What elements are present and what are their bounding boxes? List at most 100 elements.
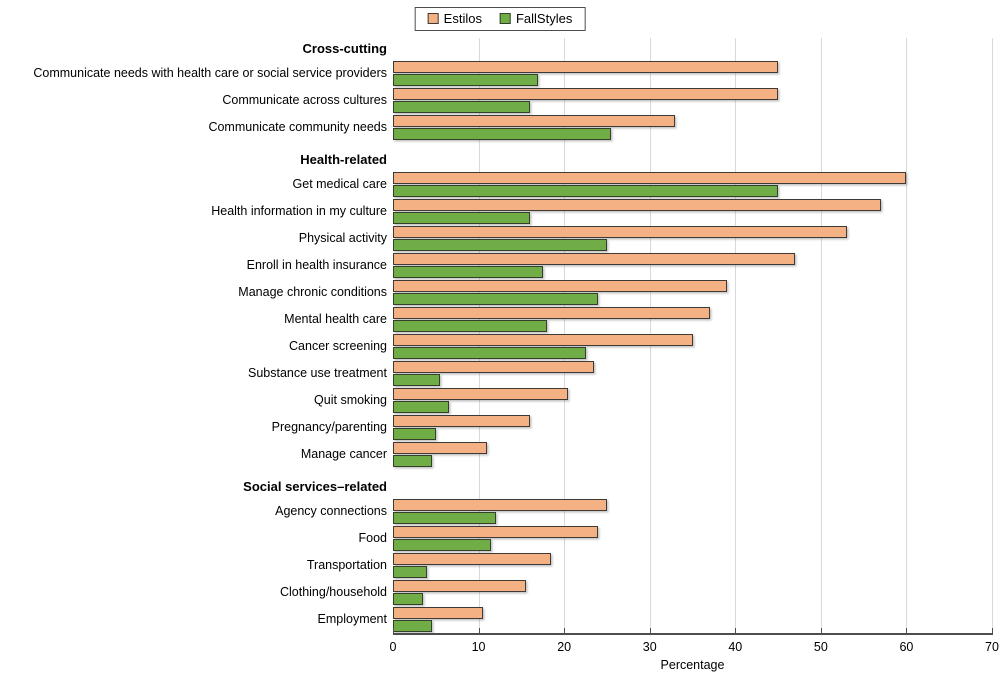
axis-tick bbox=[478, 628, 480, 635]
axis-tick-label: 50 bbox=[813, 640, 828, 654]
bar-fallstyles bbox=[393, 401, 449, 413]
chart-row: Get medical care bbox=[0, 171, 992, 198]
axis-tick bbox=[393, 628, 394, 635]
bar-estilos bbox=[393, 115, 676, 127]
chart-row: Mental health care bbox=[0, 306, 992, 333]
row-bars bbox=[393, 414, 992, 441]
bar-estilos bbox=[393, 553, 552, 565]
estilos-swatch-icon bbox=[427, 13, 439, 24]
chart-row: Food bbox=[0, 525, 992, 552]
row-label: Substance use treatment bbox=[248, 365, 387, 380]
row-label: Manage cancer bbox=[300, 446, 387, 461]
row-label: Quit smoking bbox=[314, 392, 387, 407]
chart-row: Manage cancer bbox=[0, 441, 992, 468]
x-axis: Percentage 0 10 20 30 40 50 60 70 bbox=[389, 628, 999, 676]
axis-tick bbox=[564, 628, 566, 635]
bar-estilos bbox=[393, 61, 779, 73]
axis-tick-label: 40 bbox=[728, 640, 743, 654]
row-label: Transportation bbox=[306, 557, 387, 572]
chart-row: Clothing/household bbox=[0, 579, 992, 606]
bar-estilos bbox=[393, 499, 607, 511]
bar-estilos bbox=[393, 526, 599, 538]
chart-row: Communicate community needs bbox=[0, 114, 992, 141]
chart-group: Social services–related Agency connection… bbox=[0, 476, 992, 633]
row-label: Manage chronic conditions bbox=[238, 284, 387, 299]
bar-fallstyles bbox=[393, 566, 428, 578]
bar-fallstyles bbox=[393, 185, 779, 197]
bar-estilos bbox=[393, 334, 693, 346]
row-bars bbox=[393, 279, 992, 306]
bar-estilos bbox=[393, 280, 727, 292]
row-label: Clothing/household bbox=[279, 584, 387, 599]
group-header-row: Social services–related bbox=[0, 476, 992, 498]
bar-fallstyles bbox=[393, 128, 612, 140]
row-label: Health information in my culture bbox=[211, 203, 387, 218]
bar-fallstyles bbox=[393, 428, 436, 440]
chart-row: Agency connections bbox=[0, 498, 992, 525]
bar-estilos bbox=[393, 415, 530, 427]
row-bars bbox=[393, 387, 992, 414]
axis-tick bbox=[820, 628, 822, 635]
bar-estilos bbox=[393, 580, 526, 592]
bar-fallstyles bbox=[393, 101, 530, 113]
bar-fallstyles bbox=[393, 293, 599, 305]
legend-item-fallstyles: FallStyles bbox=[499, 11, 572, 26]
bar-fallstyles bbox=[393, 347, 586, 359]
legend-item-estilos: Estilos bbox=[427, 11, 482, 26]
bar-fallstyles bbox=[393, 239, 607, 251]
axis-tick bbox=[649, 628, 651, 635]
axis-tick-label: 30 bbox=[642, 640, 657, 654]
axis-tick bbox=[906, 628, 908, 635]
chart-group: Cross-cutting Communicate needs with heal… bbox=[0, 38, 992, 141]
row-bars bbox=[393, 579, 992, 606]
x-axis-title: Percentage bbox=[660, 658, 725, 672]
axis-tick bbox=[735, 628, 737, 635]
row-label: Communicate across cultures bbox=[222, 92, 387, 107]
axis-tick-label: 10 bbox=[471, 640, 486, 654]
bar-fallstyles bbox=[393, 455, 432, 467]
row-bars bbox=[393, 606, 992, 633]
chart-row: Communicate across cultures bbox=[0, 87, 992, 114]
row-bars bbox=[393, 306, 992, 333]
axis-tick-label: 0 bbox=[389, 640, 397, 654]
row-bars bbox=[393, 171, 992, 198]
row-label: Pregnancy/parenting bbox=[271, 419, 387, 434]
bar-estilos bbox=[393, 88, 779, 100]
axis-tick-label: 20 bbox=[557, 640, 572, 654]
bar-estilos bbox=[393, 307, 710, 319]
row-bars bbox=[393, 198, 992, 225]
group-header-row: Cross-cutting bbox=[0, 38, 992, 60]
bar-estilos bbox=[393, 442, 488, 454]
row-bars bbox=[393, 225, 992, 252]
bar-estilos bbox=[393, 388, 569, 400]
group-header-row: Health-related bbox=[0, 149, 992, 171]
chart-row: Substance use treatment bbox=[0, 360, 992, 387]
row-bars bbox=[393, 441, 992, 468]
bar-fallstyles bbox=[393, 320, 548, 332]
bar-estilos bbox=[393, 172, 907, 184]
row-label: Agency connections bbox=[275, 503, 387, 518]
chart-row: Enroll in health insurance bbox=[0, 252, 992, 279]
bar-estilos bbox=[393, 361, 595, 373]
bar-estilos bbox=[393, 607, 483, 619]
bar-fallstyles bbox=[393, 74, 539, 86]
chart-row: Transportation bbox=[0, 552, 992, 579]
row-label: Get medical care bbox=[292, 176, 387, 191]
row-label: Communicate community needs bbox=[208, 119, 387, 134]
gridline bbox=[992, 38, 993, 633]
gridline bbox=[906, 38, 908, 633]
bar-estilos bbox=[393, 226, 847, 238]
row-bars bbox=[393, 252, 992, 279]
row-bars bbox=[393, 114, 992, 141]
bar-estilos bbox=[393, 199, 881, 211]
group-header: Social services–related bbox=[243, 479, 387, 495]
chart-row: Physical activity bbox=[0, 225, 992, 252]
row-label: Physical activity bbox=[298, 230, 387, 245]
gridline bbox=[735, 38, 737, 633]
chart-legend: Estilos FallStyles bbox=[414, 7, 586, 31]
chart-row: Manage chronic conditions bbox=[0, 279, 992, 306]
row-label: Communicate needs with health care or so… bbox=[33, 65, 387, 80]
bar-fallstyles bbox=[393, 593, 423, 605]
axis-tick bbox=[992, 628, 993, 635]
